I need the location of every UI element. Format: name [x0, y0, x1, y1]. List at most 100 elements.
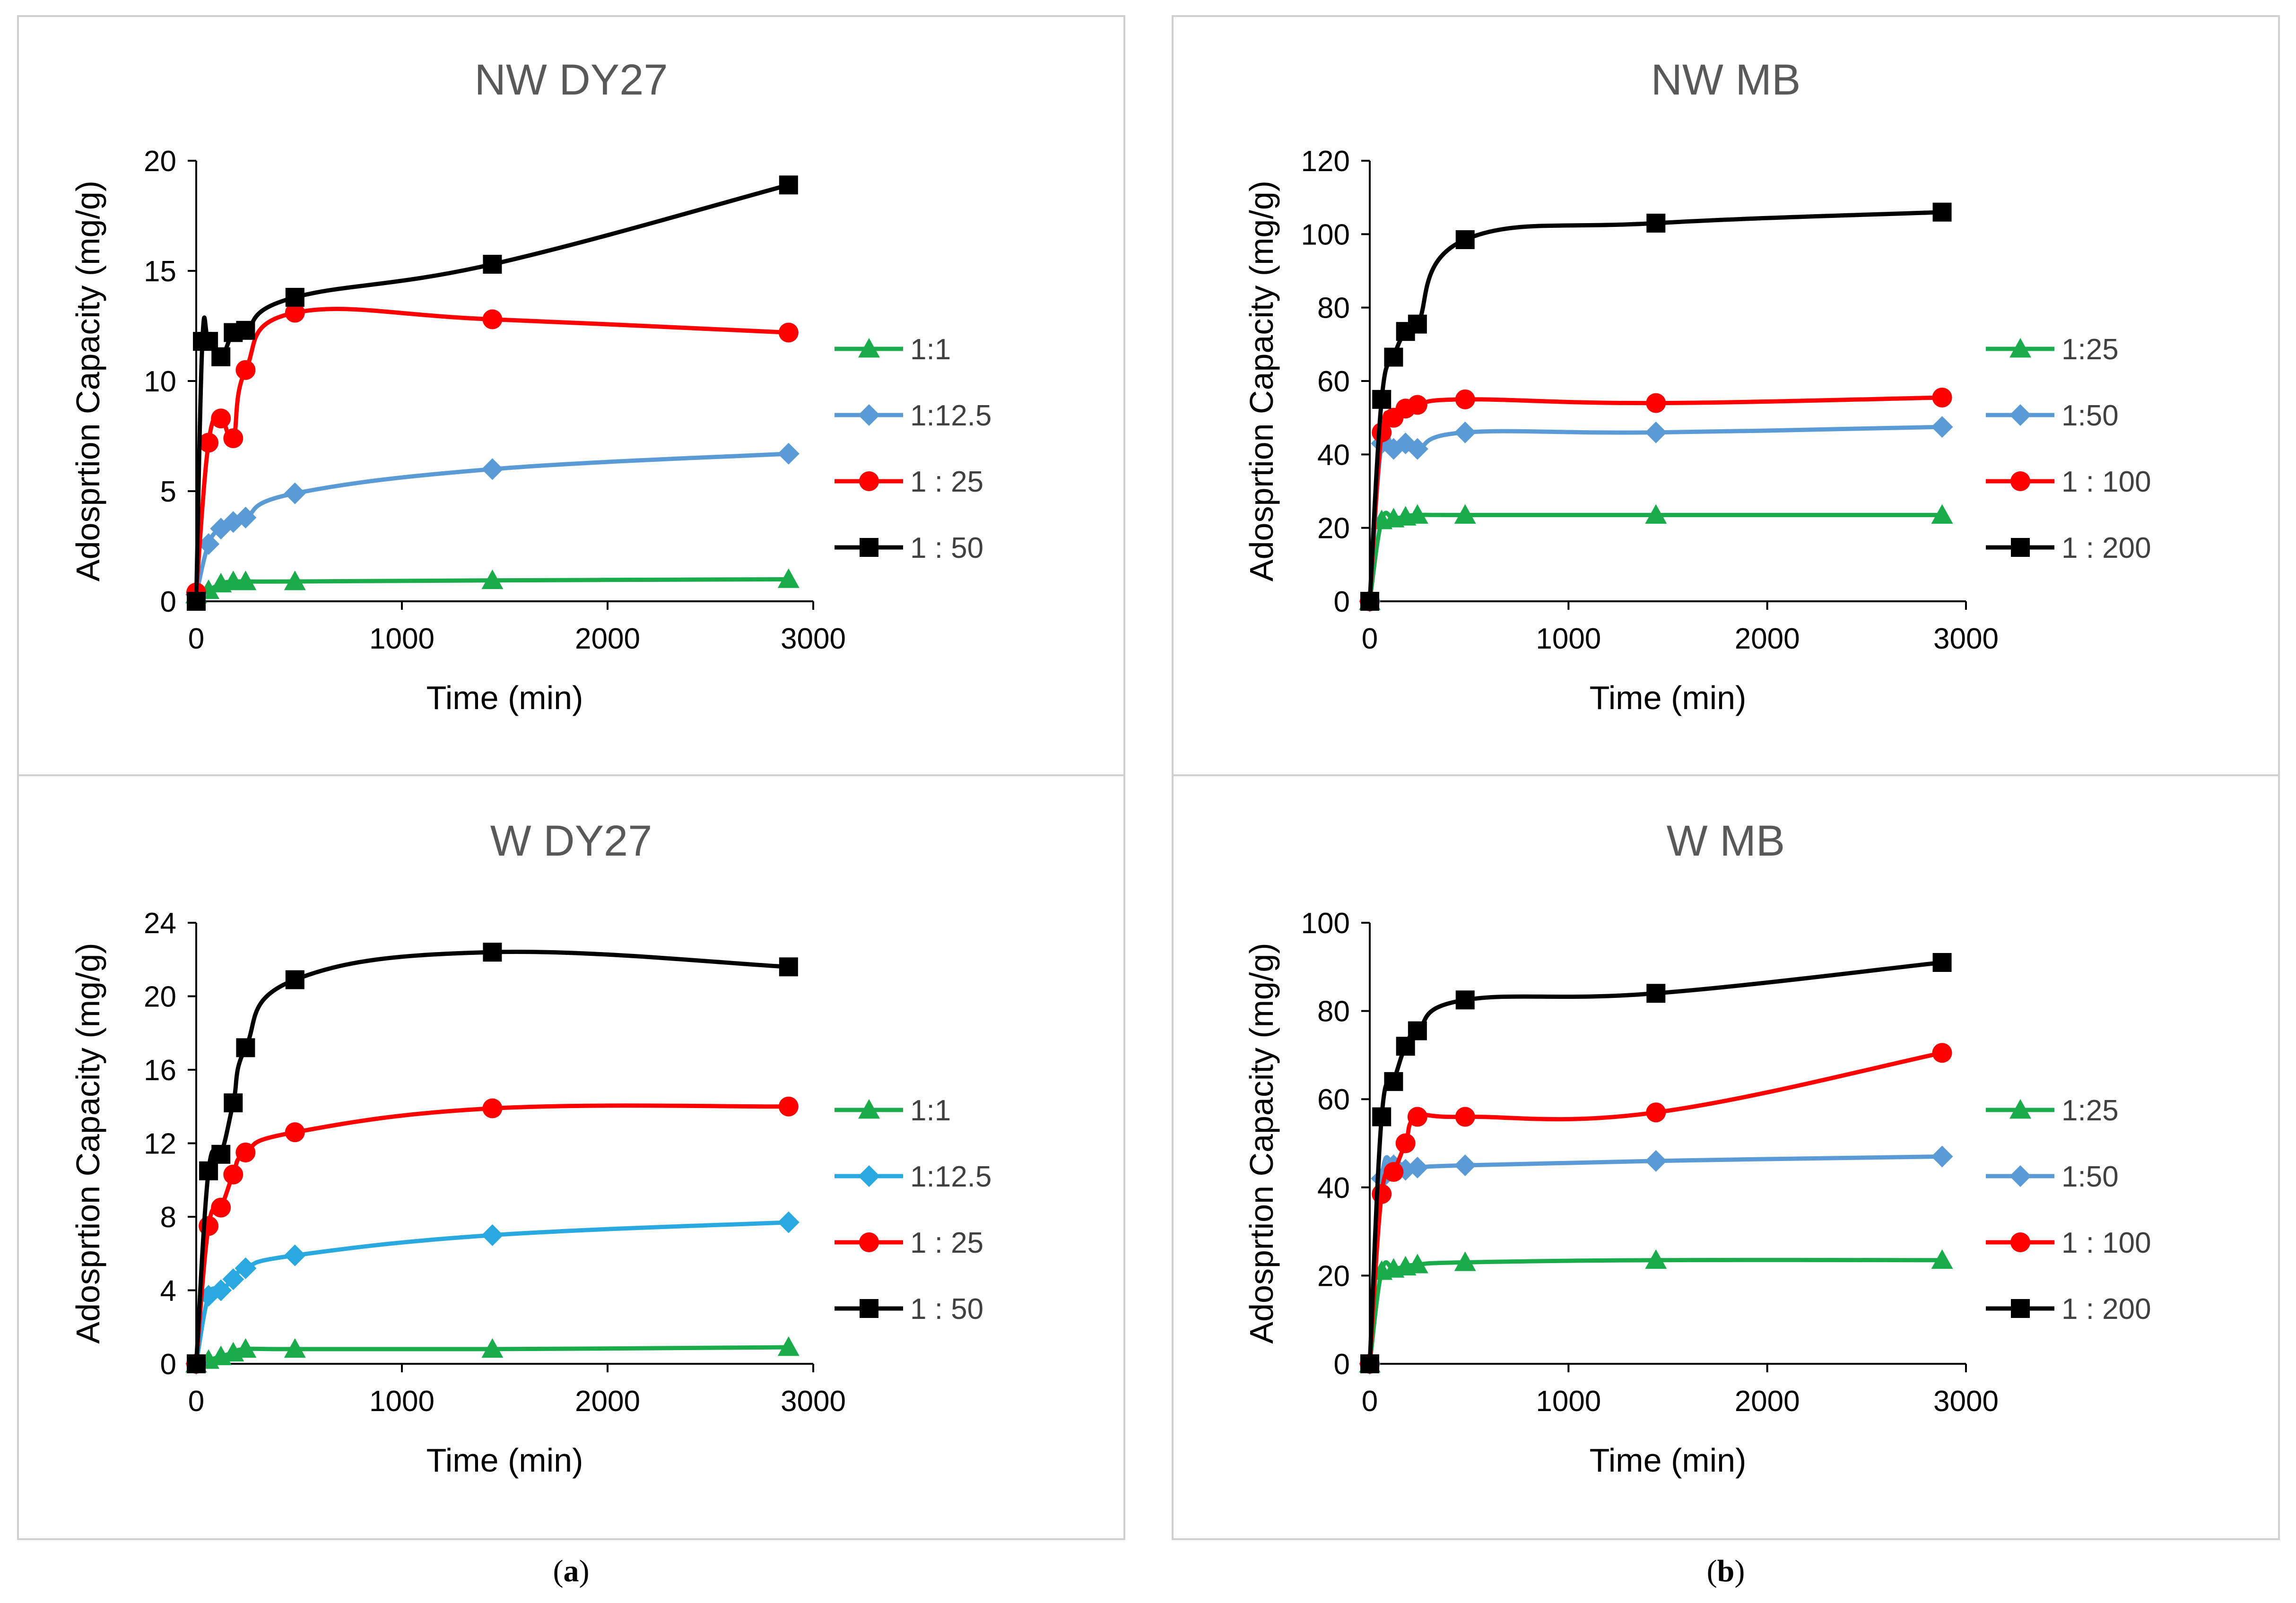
legend-label: 1 : 50 — [910, 1293, 983, 1326]
data-point — [1931, 1145, 1953, 1168]
x-tick-label: 3000 — [781, 1385, 846, 1418]
y-axis-title: Adosprtion Capacity (mg/g) — [70, 943, 106, 1343]
legend-entry: 1:12.5 — [835, 1161, 991, 1193]
data-point — [284, 571, 306, 590]
data-point — [1454, 504, 1476, 524]
y-tick-label: 80 — [1317, 292, 1350, 325]
data-point — [235, 1257, 257, 1279]
x-tick-label: 0 — [188, 623, 204, 655]
data-point — [1406, 1156, 1428, 1178]
x-tick-label: 1000 — [1536, 623, 1601, 655]
data-point — [777, 1336, 800, 1356]
y-tick-label: 80 — [1317, 996, 1350, 1028]
data-point — [1406, 1254, 1428, 1274]
data-point — [284, 482, 306, 504]
y-axis-title: Adosprtion Capacity (mg/g) — [1243, 181, 1280, 581]
y-tick-label: 120 — [1301, 145, 1350, 178]
data-point — [778, 1096, 799, 1117]
legend-label: 1:25 — [2061, 1094, 2119, 1127]
series-2 — [186, 1096, 799, 1374]
data-point — [199, 433, 219, 453]
subcaption-b-letter: b — [1717, 1554, 1735, 1588]
subcaption-b: (b) — [1707, 1554, 1745, 1588]
data-point — [1646, 393, 1666, 413]
legend-entry: 1:25 — [1986, 333, 2119, 366]
subcaption-a-open: ( — [553, 1554, 564, 1588]
legend-entry: 1 : 50 — [835, 532, 983, 564]
data-point — [211, 408, 231, 429]
legend-entry: 1:1 — [835, 1094, 951, 1127]
chart-title: NW MB — [1651, 56, 1801, 104]
legend-label: 1:50 — [2061, 399, 2119, 432]
data-point — [1932, 953, 1952, 972]
legend-swatch-marker — [858, 338, 880, 358]
legend-label: 1 : 200 — [2061, 532, 2151, 564]
data-point — [481, 1338, 504, 1358]
legend-entry: 1 : 25 — [835, 1227, 983, 1259]
data-point — [199, 1161, 218, 1180]
x-tick-label: 2000 — [575, 1385, 640, 1418]
data-point — [777, 568, 800, 588]
data-point — [1454, 1154, 1476, 1177]
data-point — [482, 309, 503, 329]
legend-swatch-marker — [2011, 1299, 2030, 1318]
data-point — [1372, 1107, 1392, 1126]
subcaption-b-open: ( — [1707, 1554, 1717, 1588]
x-axis-title: Time (min) — [1590, 679, 1747, 716]
legend-swatch-marker — [858, 1165, 880, 1187]
data-point — [187, 1354, 206, 1373]
data-point — [483, 255, 502, 274]
data-point — [222, 1268, 244, 1291]
series-3 — [187, 175, 798, 611]
y-axis-title: Adosprtion Capacity (mg/g) — [70, 181, 106, 581]
legend-swatch-marker — [858, 1099, 880, 1119]
series-1 — [185, 1211, 800, 1375]
data-point — [285, 303, 305, 323]
data-point — [481, 1224, 504, 1246]
legend-entry: 1 : 200 — [1986, 532, 2151, 564]
y-tick-label: 0 — [1334, 1348, 1350, 1381]
data-point — [1408, 1021, 1427, 1040]
data-point — [1395, 1133, 1416, 1153]
y-tick-label: 5 — [160, 476, 176, 508]
data-point — [1455, 230, 1475, 249]
data-point — [1645, 1249, 1667, 1269]
legend-label: 1:1 — [910, 333, 951, 366]
series-3 — [1360, 202, 1952, 611]
legend-entry: 1:12.5 — [835, 399, 991, 432]
y-tick-label: 20 — [144, 145, 176, 178]
panel-frame-b — [1172, 15, 2280, 1540]
data-point — [210, 1279, 232, 1301]
y-tick-label: 40 — [1317, 439, 1350, 471]
chart-title: W DY27 — [490, 817, 652, 865]
y-tick-label: 60 — [1317, 1083, 1350, 1116]
data-point — [481, 569, 504, 589]
y-tick-label: 60 — [1317, 365, 1350, 398]
y-tick-label: 15 — [144, 255, 176, 288]
data-point — [187, 592, 206, 611]
series-3 — [187, 943, 798, 1373]
data-point — [198, 533, 220, 555]
legend-label: 1 : 100 — [2061, 466, 2151, 498]
data-point — [235, 360, 256, 380]
y-axis-title: Adosprtion Capacity (mg/g) — [1243, 943, 1280, 1343]
x-axis-title: Time (min) — [426, 679, 583, 716]
data-point — [1455, 990, 1475, 1010]
data-point — [778, 322, 799, 343]
data-point — [1931, 1249, 1953, 1269]
data-point — [1454, 421, 1476, 443]
data-point — [482, 1098, 503, 1118]
legend-entry: 1:25 — [1986, 1094, 2119, 1127]
data-point — [1408, 314, 1427, 334]
data-point — [1932, 387, 1952, 407]
x-tick-label: 1000 — [1536, 1385, 1601, 1418]
data-point — [1932, 1043, 1952, 1063]
data-point — [211, 347, 231, 366]
data-point — [1372, 390, 1392, 409]
legend-label: 1 : 200 — [2061, 1293, 2151, 1326]
x-tick-label: 3000 — [1933, 623, 1999, 655]
legend-entry: 1 : 200 — [1986, 1293, 2151, 1326]
x-tick-label: 2000 — [1735, 623, 1800, 655]
